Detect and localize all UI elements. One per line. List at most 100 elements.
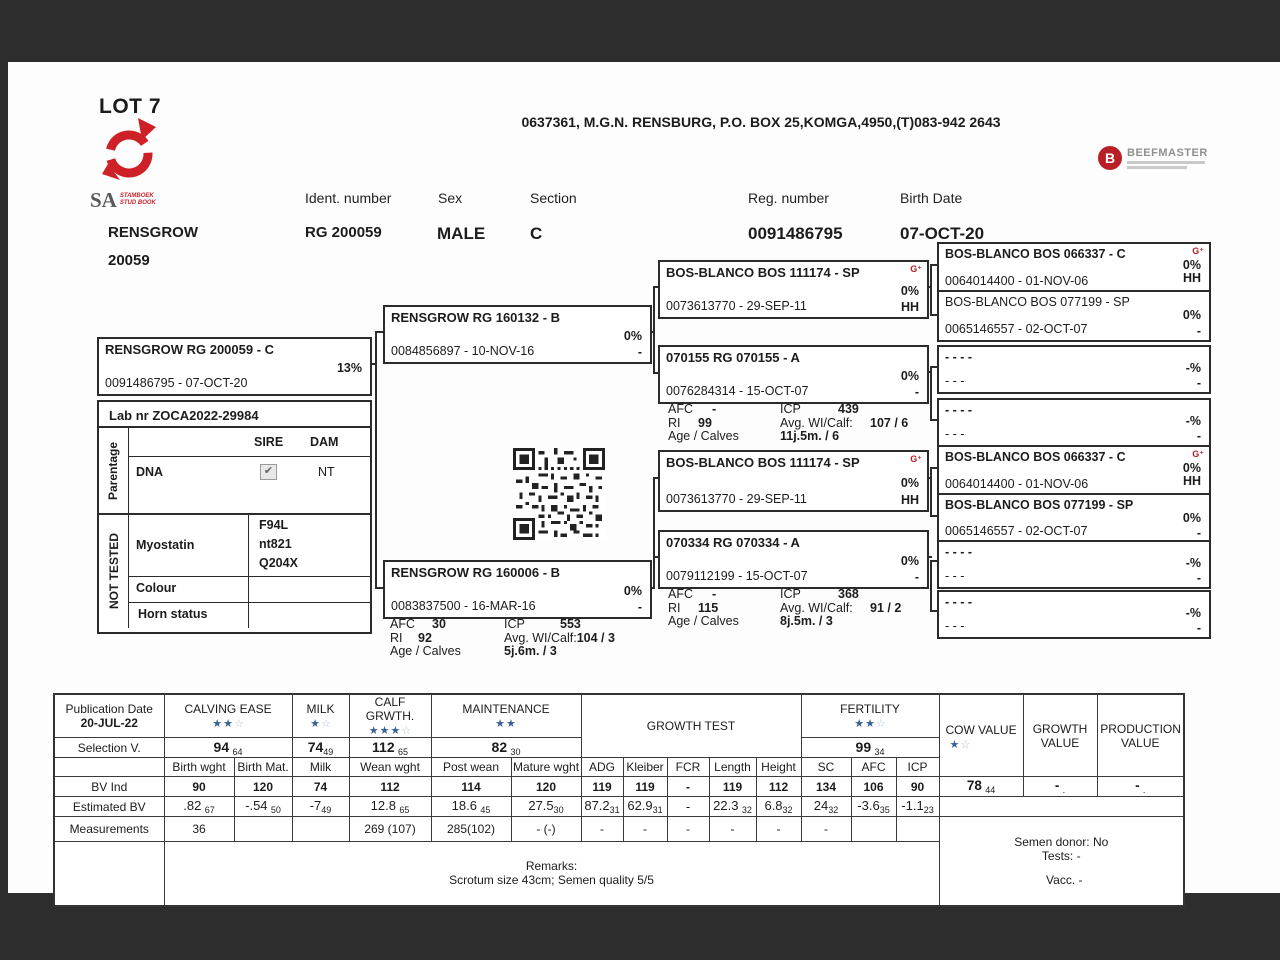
- icp-value: 439: [838, 402, 859, 416]
- accuracy: .: [1142, 785, 1146, 795]
- ancestor-pct: 0%: [1182, 308, 1201, 322]
- ancestor-name: 070334 RG 070334 - A: [666, 535, 800, 550]
- stats-row: Age / Calves 8j.5m. / 3: [668, 614, 924, 629]
- sa-wordmark-line2: STUD BOOK: [119, 200, 156, 206]
- ebv-cell: -1.123: [895, 796, 940, 817]
- ancestor-status: -: [914, 385, 919, 399]
- bv-index-row: BV Ind 90 120 74 112 114 120 119 119 - 1…: [53, 776, 1185, 797]
- bv-value: 119: [622, 776, 668, 797]
- horn-status-label: Horn status: [138, 607, 208, 621]
- trait-header: AFC: [850, 757, 897, 777]
- birth-date-value: 07-OCT-20: [900, 224, 985, 243]
- dna-sire-check-icon: ✔: [260, 464, 277, 480]
- ebv-value: 12.8: [370, 798, 396, 813]
- accuracy: 65: [397, 746, 408, 757]
- icp-value: 553: [560, 617, 581, 631]
- ancestor-reg: 0064014400 - 01-NOV-06: [945, 477, 1089, 491]
- bv-value: 119: [580, 776, 624, 797]
- selection-calf-growth: 112 65: [348, 737, 432, 758]
- ancestor-pct: 0%: [900, 369, 919, 383]
- myostatin-value: Q204X: [259, 556, 298, 570]
- trait-header: FCR: [666, 757, 710, 777]
- top-frame-bar: [0, 0, 1280, 62]
- sa-studbook-logo: [98, 118, 160, 189]
- icp-value: 368: [838, 587, 859, 601]
- lot-number: LOT 7: [99, 95, 162, 118]
- ebv-value: -.54: [245, 798, 268, 813]
- ancestor-pct: -%: [1185, 414, 1201, 428]
- ancestor-name: - - - -: [945, 350, 973, 364]
- ancestor-pct: -%: [1185, 361, 1201, 375]
- ancestor-reg: - - -: [945, 427, 965, 441]
- icp-label: ICP: [780, 402, 801, 416]
- afc-value: 30: [432, 617, 446, 631]
- stars-filled-icon: ★: [310, 718, 322, 730]
- beefmaster-circle-icon: B: [1098, 146, 1122, 170]
- ebv-value: 18.6: [451, 798, 477, 813]
- age-calves-value: 11j.5m. / 6: [780, 429, 840, 443]
- group-label: COW VALUE: [945, 722, 1017, 737]
- bv-value: 112: [755, 776, 802, 797]
- star-rating: ★★☆: [802, 716, 938, 730]
- beefmaster-tagline-bar: [1127, 166, 1187, 169]
- sa-wordmark-initials: SA: [90, 188, 117, 212]
- sire-inbreeding-pct: 0%: [623, 329, 642, 343]
- beefmaster-name: BEEFMASTER: [1127, 147, 1208, 159]
- empty-cell: [938, 796, 1185, 817]
- ancestor-name: BOS-BLANCO BOS 111174 - SP: [666, 265, 860, 280]
- accuracy: 44: [985, 785, 996, 795]
- ebv-value: -7: [309, 798, 322, 813]
- stats-row: RI 92 Avg. WI/Calf: 104 / 3: [390, 630, 648, 646]
- pedigree-box-sire-dam: 070155 RG 070155 - A 0% 0076284314 - 15-…: [658, 345, 929, 404]
- selection-value: 99: [855, 738, 872, 755]
- ancestor-name: BOS-BLANCO BOS 066337 - C: [945, 450, 1126, 464]
- ancestor-reg: 0065146557 - 02-OCT-07: [945, 524, 1088, 538]
- avg-wi-calf-label: Avg. WI/Calf:: [504, 630, 577, 645]
- ancestor-reg: - - -: [945, 619, 965, 633]
- beefmaster-wordmark: BEEFMASTER: [1127, 147, 1208, 169]
- star-rating: ★★: [432, 716, 580, 730]
- stars-empty-icon: ☆: [401, 725, 412, 737]
- colour-row: Colour: [128, 576, 370, 603]
- trait-header: ICP: [895, 757, 940, 777]
- ebv-value: 62.9: [627, 798, 653, 813]
- icp-label: ICP: [504, 617, 525, 631]
- selection-value-row: Selection V. 94 64 7449 112 65 82 30 99 …: [53, 737, 1184, 758]
- accuracy: 50: [270, 805, 281, 815]
- afc-value: -: [712, 587, 717, 601]
- ebv-cell: 87.231: [580, 796, 624, 817]
- myostatin-label: Myostatin: [136, 538, 195, 552]
- dam-column-header: DAM: [310, 435, 339, 449]
- measurement-value: -: [708, 816, 757, 842]
- ancestor-name: BOS-BLANCO BOS 066337 - C: [945, 247, 1126, 261]
- ebv-value: 27.5: [528, 798, 554, 813]
- measurement-value: 269 (107): [348, 816, 432, 842]
- trait-header: Height: [755, 757, 802, 777]
- ebv-cell: 62.931: [622, 796, 668, 817]
- stats-row: Age / Calves 5j.6m. / 3: [390, 644, 648, 659]
- trait-header: Birth wght: [163, 757, 235, 777]
- ancestor-pct: -%: [1185, 556, 1201, 570]
- stats-row: Age / Calves 11j.5m. / 6: [668, 429, 924, 444]
- not-tested-vertical-label: NOT TESTED: [99, 514, 129, 628]
- tests-note: Tests: -: [1041, 848, 1081, 863]
- dna-dam-value: NT: [318, 465, 335, 479]
- ancestor-name: BOS-BLANCO BOS 077199 - SP: [945, 295, 1130, 309]
- colour-label: Colour: [136, 581, 177, 595]
- afc-label: AFC: [668, 402, 693, 416]
- ancestor-reg: 0073613770 - 29-SEP-11: [666, 299, 807, 313]
- afc-label: AFC: [390, 617, 415, 631]
- horn-status-row: Horn status: [128, 602, 370, 628]
- sex-label: Sex: [438, 190, 463, 206]
- genomic-test-icon: G⁺: [910, 264, 922, 274]
- myostatin-value: F94L: [259, 518, 289, 532]
- qr-code: [513, 448, 605, 545]
- bv-index-label: BV Ind: [53, 776, 165, 797]
- age-calves-label: Age / Calves: [390, 644, 461, 658]
- pedigree-box-animal: RENSGROW RG 200059 - C 13% 0091486795 - …: [97, 337, 372, 396]
- measurement-value: [850, 816, 897, 842]
- ancestor-status: HH: [900, 493, 919, 507]
- trait-header: Mature wght: [510, 757, 582, 777]
- selection-value: 74: [307, 738, 324, 755]
- ancestor-pct: 0%: [900, 554, 919, 568]
